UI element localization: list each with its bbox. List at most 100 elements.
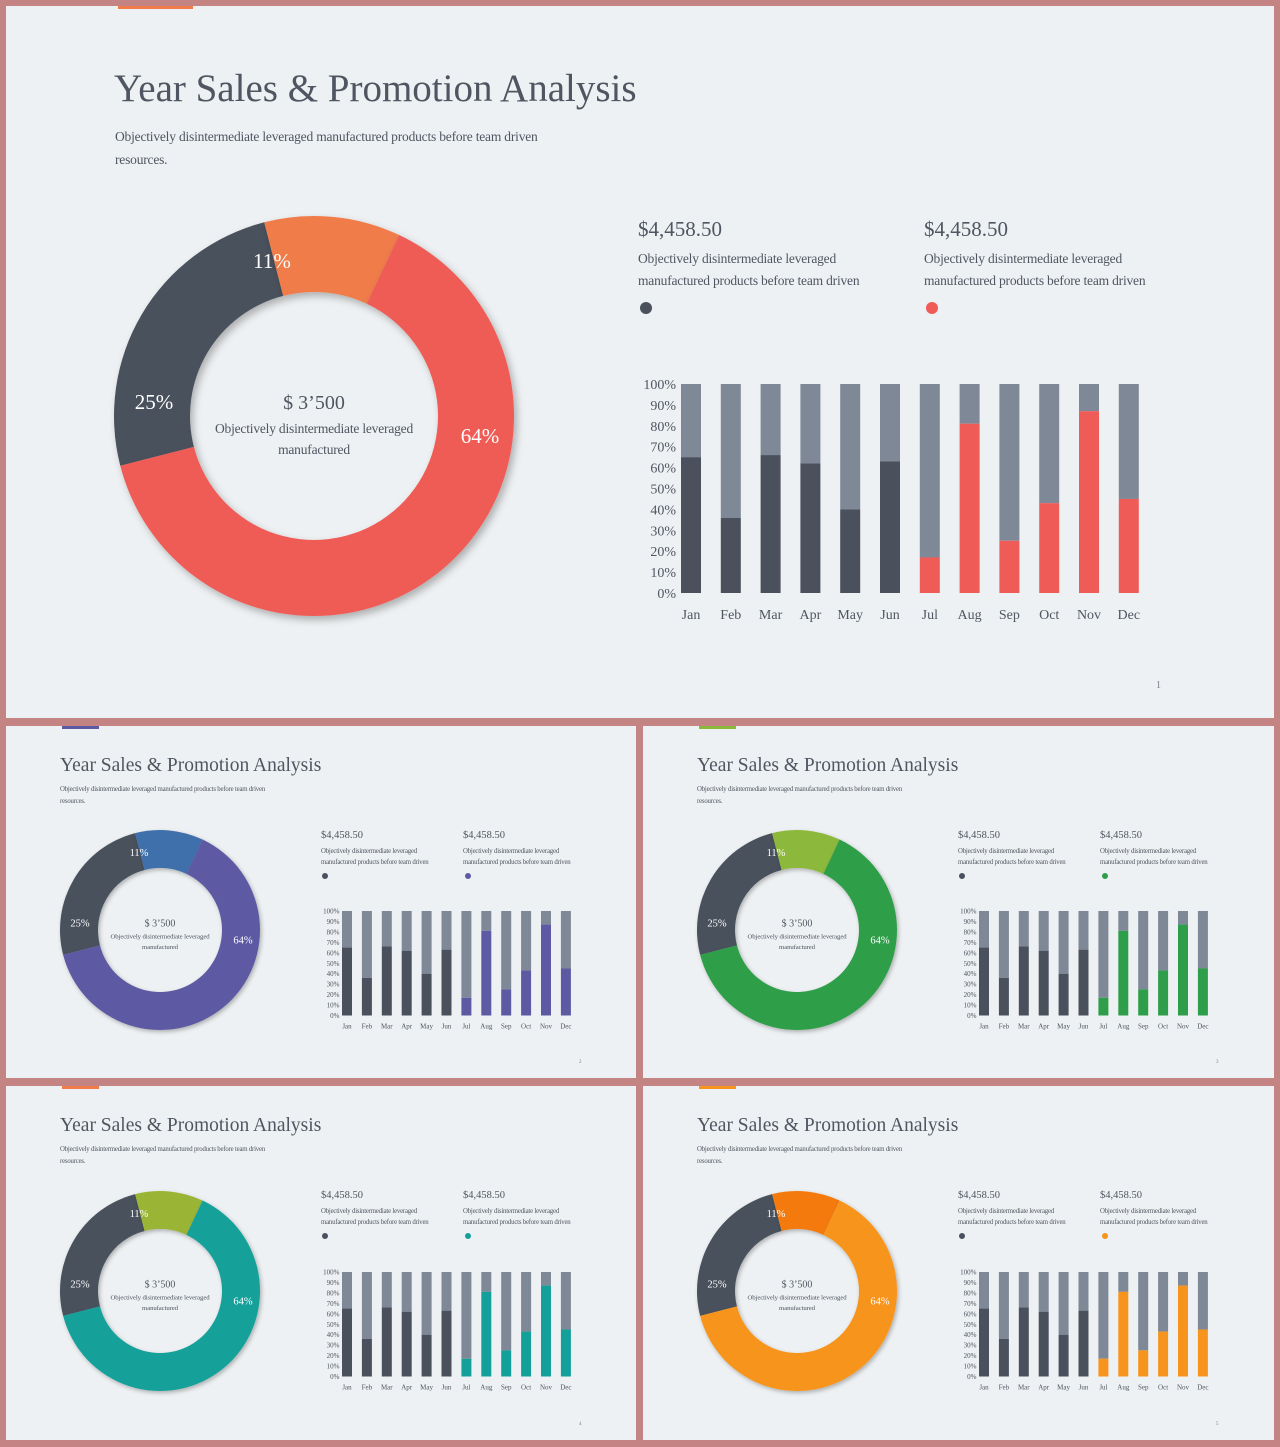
y-tick-label: 10% bbox=[327, 1363, 340, 1371]
donut-segment-small bbox=[135, 830, 203, 874]
slide-title: Year Sales & Promotion Analysis bbox=[60, 755, 322, 776]
x-tick-label-jun: Jun bbox=[442, 1023, 452, 1031]
y-tick-label: 100% bbox=[960, 1269, 977, 1277]
x-tick-label-jun: Jun bbox=[1079, 1023, 1089, 1031]
donut-center-value: $ 3’500 bbox=[145, 1280, 176, 1291]
y-tick-label: 20% bbox=[327, 1352, 340, 1360]
x-tick-label-aug: Aug bbox=[1117, 1384, 1130, 1392]
bar-remainder-aug bbox=[959, 384, 980, 424]
bar-value-aug bbox=[959, 423, 980, 593]
y-tick-label: 100% bbox=[323, 1269, 340, 1277]
donut-label-main: 64% bbox=[870, 1297, 890, 1308]
stat-value-1: $4,458.50 bbox=[321, 830, 363, 841]
bar-value-mar bbox=[381, 946, 392, 1016]
bar-value-sep bbox=[501, 989, 512, 1016]
stat-value-2: $4,458.50 bbox=[463, 1190, 505, 1201]
bar-value-nov bbox=[541, 924, 551, 1016]
y-tick-label: 70% bbox=[327, 939, 340, 947]
x-tick-label-mar: Mar bbox=[1018, 1023, 1030, 1031]
bar-remainder-feb bbox=[998, 1272, 1009, 1339]
y-tick-label: 30% bbox=[327, 981, 340, 989]
bar-remainder-sep bbox=[1138, 1272, 1149, 1351]
bar-value-mar bbox=[1018, 1307, 1029, 1377]
y-tick-label: 70% bbox=[964, 939, 977, 947]
donut-chart: 25% 11% 64% $ 3’500 Objectively disinter… bbox=[697, 830, 897, 1030]
bar-remainder-jan bbox=[979, 1272, 989, 1309]
bar-remainder-sep bbox=[501, 911, 512, 990]
x-tick-label-apr: Apr bbox=[401, 1384, 413, 1392]
bar-remainder-aug bbox=[1118, 1272, 1129, 1292]
y-tick-label: 80% bbox=[327, 928, 340, 936]
stat-value-2: $4,458.50 bbox=[924, 217, 1008, 241]
bar-value-jul bbox=[1098, 997, 1109, 1016]
donut-label-dark: 25% bbox=[70, 1280, 90, 1291]
bar-remainder-mar bbox=[381, 1272, 392, 1308]
bar-value-feb bbox=[998, 1338, 1009, 1377]
y-tick-label: 100% bbox=[323, 908, 340, 916]
x-tick-label-sep: Sep bbox=[1138, 1384, 1149, 1392]
bar-remainder-sep bbox=[1138, 911, 1149, 990]
bar-value-may bbox=[421, 973, 432, 1016]
bar-value-mar bbox=[381, 1307, 392, 1377]
x-tick-label-oct: Oct bbox=[521, 1023, 531, 1031]
stacked-bar-chart: 0% 10% 20% 30% 40% 50% 60% 70% 80% 90% 100% Jan Feb M… bbox=[960, 908, 1208, 1031]
bar-value-dec bbox=[1197, 1329, 1208, 1377]
bar-remainder-dec bbox=[560, 1272, 571, 1330]
bar-remainder-feb bbox=[361, 911, 372, 978]
legend-dot-2 bbox=[926, 302, 938, 314]
bar-value-sep bbox=[1138, 1350, 1149, 1377]
donut-label-small: 11% bbox=[253, 249, 291, 273]
donut-segment-small bbox=[135, 1191, 203, 1235]
y-tick-label: 10% bbox=[964, 1002, 977, 1010]
bar-remainder-nov bbox=[1178, 911, 1188, 925]
x-tick-label-may: May bbox=[420, 1384, 433, 1392]
x-tick-label-jul: Jul bbox=[462, 1384, 470, 1392]
donut-chart: 25% 11% 64% $ 3’500 Objectively disinter… bbox=[59, 1191, 260, 1391]
bar-remainder-dec bbox=[560, 911, 571, 969]
x-tick-label-feb: Feb bbox=[362, 1023, 373, 1031]
y-tick-label: 10% bbox=[327, 1002, 340, 1010]
x-tick-label-apr: Apr bbox=[800, 608, 822, 623]
bar-value-apr bbox=[1038, 1311, 1049, 1377]
bar-remainder-jun bbox=[880, 384, 900, 462]
donut-label-main: 64% bbox=[233, 1297, 253, 1308]
donut-chart: 25% 11% 64% $ 3’500 Objectively disinter… bbox=[113, 216, 514, 616]
bar-value-dec bbox=[1118, 498, 1139, 593]
bar-remainder-jul bbox=[461, 911, 472, 998]
bar-remainder-oct bbox=[1158, 1272, 1169, 1332]
y-tick-label: 60% bbox=[327, 1310, 340, 1318]
bar-remainder-nov bbox=[1178, 1272, 1188, 1286]
bar-remainder-nov bbox=[1079, 384, 1099, 412]
y-tick-label: 0% bbox=[967, 1373, 977, 1381]
bar-remainder-aug bbox=[481, 911, 492, 931]
bar-remainder-may bbox=[421, 911, 432, 974]
stacked-bar-chart: 0% 10% 20% 30% 40% 50% 60% 70% 80% 90% 100% Jan Feb M… bbox=[323, 908, 571, 1031]
bar-value-dec bbox=[1197, 968, 1208, 1016]
donut-label-main: 64% bbox=[461, 424, 500, 448]
bar-value-apr bbox=[401, 1311, 412, 1377]
slide-2: Year Sales & Promotion Analysis Objectiv… bbox=[6, 726, 636, 1078]
bar-remainder-nov bbox=[541, 1272, 551, 1286]
y-tick-label: 20% bbox=[964, 1352, 977, 1360]
x-tick-label-oct: Oct bbox=[1039, 608, 1059, 623]
slide-3: Year Sales & Promotion Analysis Objectiv… bbox=[643, 726, 1274, 1078]
bar-value-jan bbox=[681, 457, 701, 593]
bar-value-sep bbox=[1138, 989, 1149, 1016]
x-tick-label-apr: Apr bbox=[1038, 1023, 1050, 1031]
bar-value-aug bbox=[481, 1291, 492, 1377]
x-tick-label-nov: Nov bbox=[540, 1384, 553, 1392]
bar-remainder-apr bbox=[1038, 911, 1049, 951]
x-tick-label-may: May bbox=[420, 1023, 433, 1031]
y-tick-label: 0% bbox=[330, 1373, 340, 1381]
slide-1: Year Sales & Promotion Analysis Objectiv… bbox=[6, 6, 1274, 718]
donut-segment-dark bbox=[697, 1194, 782, 1316]
x-tick-label-oct: Oct bbox=[1158, 1384, 1168, 1392]
x-tick-label-oct: Oct bbox=[521, 1384, 531, 1392]
x-tick-label-dec: Dec bbox=[1118, 608, 1141, 623]
bar-value-jun bbox=[1078, 949, 1089, 1016]
stat-desc-2: Objectively disintermediate leveraged ma… bbox=[463, 1208, 571, 1226]
donut-segment-main bbox=[700, 1200, 897, 1391]
bar-value-dec bbox=[560, 1329, 571, 1377]
bar-remainder-oct bbox=[521, 1272, 532, 1332]
bar-value-mar bbox=[1018, 946, 1029, 1016]
